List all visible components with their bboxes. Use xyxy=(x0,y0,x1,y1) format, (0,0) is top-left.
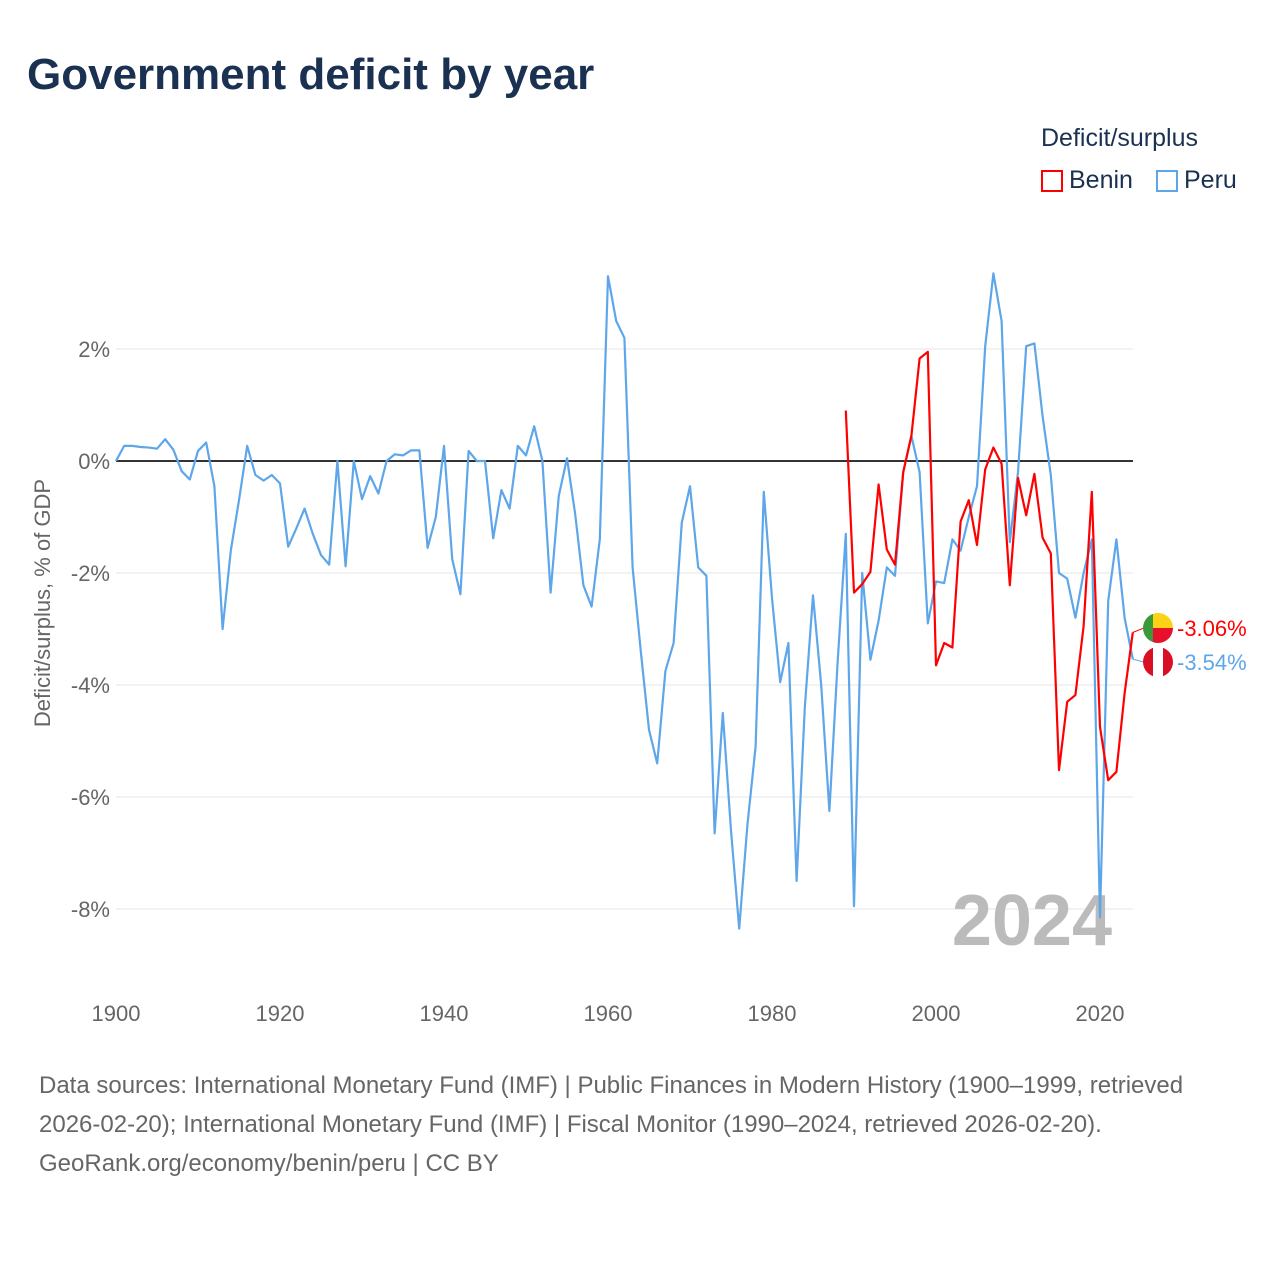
y-tick-label: -2% xyxy=(71,561,110,586)
y-tick-label: -8% xyxy=(71,897,110,922)
series-line-benin xyxy=(844,350,1134,782)
x-tick-label: 2020 xyxy=(1076,1001,1125,1026)
legend-label-benin: Benin xyxy=(1069,166,1133,194)
legend-swatch-benin xyxy=(1041,169,1063,192)
end-value-benin: -3.06% xyxy=(1177,616,1247,641)
end-value-peru: -3.54% xyxy=(1177,650,1247,675)
data-sources: Data sources: International Monetary Fun… xyxy=(39,1072,1184,1138)
end-connector-benin xyxy=(1132,627,1145,633)
benin-flag-icon xyxy=(1143,613,1173,643)
chart-title: Government deficit by year xyxy=(27,50,595,99)
x-tick-label: 1920 xyxy=(256,1001,305,1026)
legend-item-benin[interactable]: Benin xyxy=(1041,166,1133,195)
year-watermark: 2024 xyxy=(952,881,1112,961)
x-tick-label: 1940 xyxy=(420,1001,469,1026)
legend-item-peru[interactable]: Peru xyxy=(1156,166,1237,195)
chart-footer: Data sources: International Monetary Fun… xyxy=(39,1066,1239,1183)
credit-link[interactable]: GeoRank.org/economy/benin/peru | CC BY xyxy=(39,1150,499,1177)
x-tick-label: 2000 xyxy=(912,1001,961,1026)
x-tick-label: 1960 xyxy=(584,1001,633,1026)
peru-flag-icon xyxy=(1143,647,1173,677)
y-tick-label: 2% xyxy=(78,337,110,362)
y-tick-label: 0% xyxy=(78,449,110,474)
x-tick-label: 1980 xyxy=(748,1001,797,1026)
legend-label-peru: Peru xyxy=(1184,166,1237,194)
x-tick-label: 1900 xyxy=(92,1001,141,1026)
series-line-peru xyxy=(115,272,1134,930)
legend-title: Deficit/surplus xyxy=(1041,124,1198,152)
end-connector-peru xyxy=(1132,658,1145,663)
legend-swatch-peru xyxy=(1156,169,1178,192)
y-tick-label: -4% xyxy=(71,673,110,698)
y-tick-label: -6% xyxy=(71,785,110,810)
y-axis-label: Deficit/surplus, % of GDP xyxy=(30,479,55,727)
